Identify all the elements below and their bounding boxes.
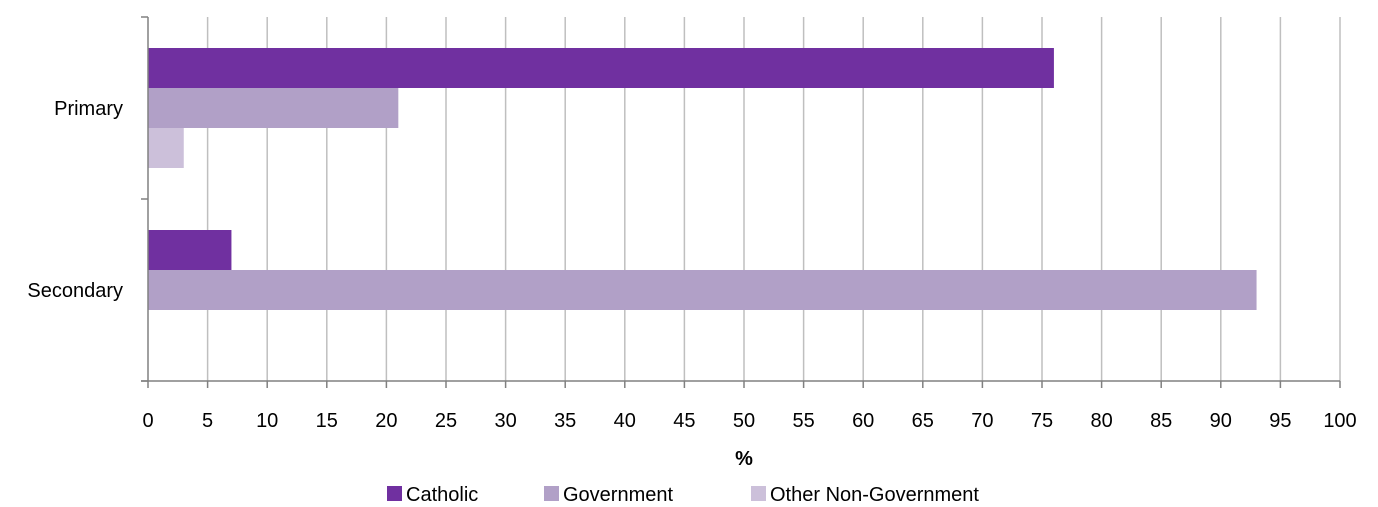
x-tick-label: 30 bbox=[494, 410, 516, 432]
bars bbox=[148, 48, 1257, 310]
x-tick-label: 5 bbox=[202, 410, 213, 432]
axes bbox=[141, 16, 1341, 388]
bar-catholic-secondary bbox=[148, 230, 232, 270]
x-tick-label: 100 bbox=[1323, 410, 1356, 432]
legend-label: Government bbox=[563, 484, 673, 506]
x-tick-label: 55 bbox=[792, 410, 814, 432]
legend-swatch bbox=[751, 486, 766, 501]
category-label: Secondary bbox=[27, 280, 123, 302]
bar-catholic-primary bbox=[148, 48, 1054, 88]
x-tick-label: 15 bbox=[316, 410, 338, 432]
x-tick-labels: 0 5 10 15 20 25 30 35 40 45 50 55 60 65 70 75 80 85 90 95 10… bbox=[142, 410, 1356, 432]
bar-government-primary bbox=[148, 88, 399, 128]
x-axis-title: % bbox=[735, 448, 753, 470]
legend-label: Other Non-Government bbox=[770, 484, 979, 506]
x-tick-label: 0 bbox=[142, 410, 153, 432]
x-tick-label: 60 bbox=[852, 410, 874, 432]
x-tick-label: 85 bbox=[1150, 410, 1172, 432]
x-tick-label: 65 bbox=[912, 410, 934, 432]
x-tick-label: 10 bbox=[256, 410, 278, 432]
bar-government-secondary bbox=[148, 270, 1257, 310]
x-tick-label: 75 bbox=[1031, 410, 1053, 432]
category-label: Primary bbox=[54, 98, 123, 120]
legend-swatch bbox=[387, 486, 402, 501]
x-tick-label: 45 bbox=[673, 410, 695, 432]
x-tick-label: 40 bbox=[614, 410, 636, 432]
category-labels: Primary Secondary bbox=[27, 98, 123, 302]
x-tick-label: 50 bbox=[733, 410, 755, 432]
x-tick-label: 70 bbox=[971, 410, 993, 432]
legend-label: Catholic bbox=[406, 484, 478, 506]
x-tick-label: 80 bbox=[1090, 410, 1112, 432]
legend-swatch bbox=[544, 486, 559, 501]
bar-other-non-government-primary bbox=[148, 128, 184, 168]
x-tick-label: 20 bbox=[375, 410, 397, 432]
x-tick-label: 90 bbox=[1210, 410, 1232, 432]
x-tick-label: 95 bbox=[1269, 410, 1291, 432]
legend: Catholic Government Other Non-Government bbox=[387, 484, 979, 506]
x-tick-label: 35 bbox=[554, 410, 576, 432]
x-tick-label: 25 bbox=[435, 410, 457, 432]
